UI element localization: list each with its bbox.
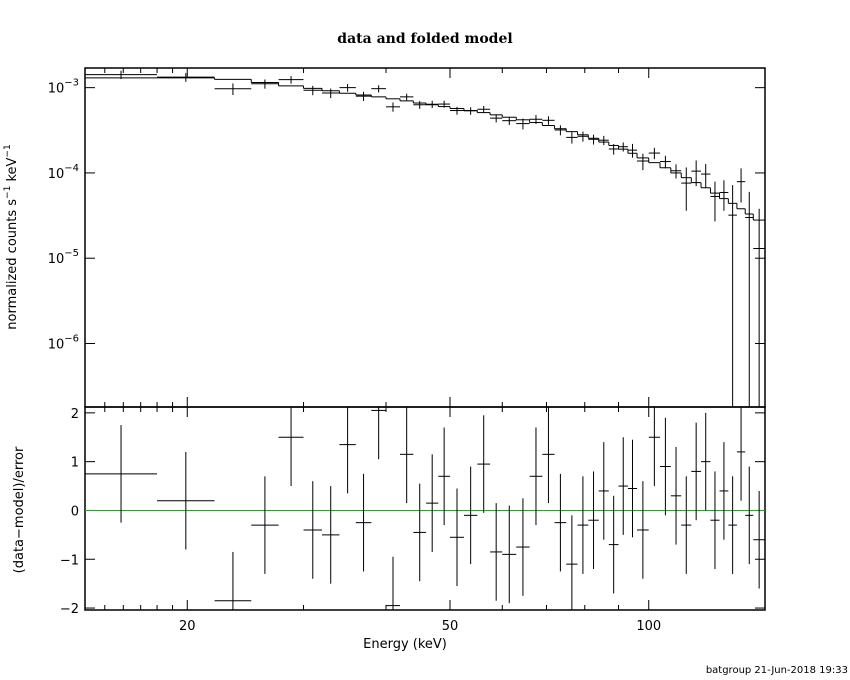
y-tick-label-base: 2 — [71, 407, 79, 422]
y-tick-label-base: −1 — [60, 553, 79, 568]
y-tick-label-exponent: −6 — [64, 333, 79, 344]
y-tick-label: 10−5 — [48, 248, 79, 267]
y-tick-label: 10−4 — [48, 163, 79, 182]
y-tick-label-base: 10 — [48, 337, 65, 352]
y-axis-label-sup: −1 — [3, 144, 13, 157]
chart-title: data and folded model — [337, 31, 512, 47]
y-tick-label: 10−3 — [48, 78, 79, 97]
y-tick-label-base: 10 — [48, 82, 65, 97]
y-axis-label: (data−model)/error — [12, 446, 27, 573]
x-tick-label: 20 — [179, 619, 196, 634]
y-tick-label: 1 — [71, 456, 79, 471]
y-tick-label-base: 10 — [48, 252, 65, 267]
footer: batgroup 21-Jun-2018 19:33 — [706, 665, 848, 676]
y-tick-label-exponent: −5 — [64, 248, 79, 259]
y-tick-label: −1 — [60, 553, 79, 568]
y-tick-label: 0 — [71, 504, 79, 519]
y-tick-label-base: −2 — [60, 602, 79, 617]
y-axis-label-sup: −1 — [3, 186, 13, 199]
y-tick-label-base: 1 — [71, 456, 79, 471]
x-axis-label: Energy (keV) — [363, 637, 447, 652]
y-axis-label: normalized counts s−1 keV−1 — [3, 144, 20, 329]
y-tick-label-base: 10 — [48, 167, 65, 182]
y-tick-label-exponent: −3 — [64, 78, 79, 89]
y-tick-label: 10−6 — [48, 333, 79, 352]
x-tick-label: 50 — [442, 619, 459, 634]
x-tick-label: 100 — [636, 619, 661, 634]
y-tick-label-base: 0 — [71, 504, 79, 519]
y-tick-label-exponent: −4 — [64, 163, 79, 174]
y-axis-label-part: keV — [5, 157, 20, 185]
plot-frame — [84, 406, 766, 611]
y-tick-label: −2 — [60, 602, 79, 617]
y-tick-label: 2 — [71, 407, 79, 422]
y-axis-label-part: normalized counts s — [5, 199, 20, 330]
